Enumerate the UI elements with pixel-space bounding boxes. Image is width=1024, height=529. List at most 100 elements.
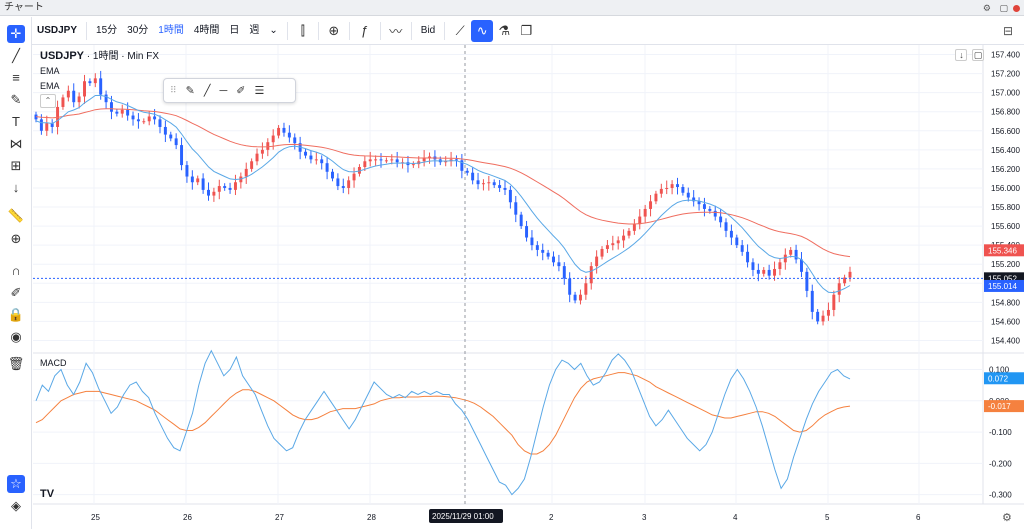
candle-body [605,245,609,249]
function-icon[interactable]: ƒ [361,23,369,38]
lock-drawing-icon[interactable]: ✐ [10,285,22,300]
indicators-icon[interactable]: 〰 [389,24,403,39]
price-label-badge [984,244,1024,257]
legend-collapse-button[interactable]: ⌃ [40,94,56,108]
window-close-icon[interactable] [1013,5,1020,13]
trash-icon[interactable]: 🗑 [7,356,25,371]
add-indicator-icon[interactable]: ⊕ [328,22,340,38]
brush-icon[interactable]: ✐ [236,85,246,97]
candle-body [255,153,259,162]
candle-body [508,189,512,203]
price-tick-label: 157.000 [991,89,1020,98]
candle-body [93,78,97,84]
candle-body [843,277,847,284]
settings-gear-icon[interactable]: ⚙ [1002,511,1012,524]
pencil-icon[interactable]: ✎ [185,85,195,97]
parallel-lines-icon[interactable]: ≡ [12,70,20,85]
interval-week[interactable]: 週 [249,24,260,36]
list-icon[interactable]: ☰ [254,85,265,97]
candle-body [271,135,275,143]
hline-icon[interactable]: ─ [219,84,228,97]
wave-icon[interactable]: ∿ [471,19,494,42]
candle-body [341,186,345,188]
fullscreen-icon[interactable]: ▢ [972,49,984,61]
drawing-float-toolbar[interactable]: ⠿ ✎ ╱ ─ ✐ ☰ [163,78,296,103]
candle-body [120,109,124,114]
candle-body [514,202,518,215]
interval-dropdown-icon[interactable]: ⌄ [269,24,278,36]
layout-icon[interactable]: ⊟ [1002,24,1014,38]
arrow-down-icon[interactable]: ↓ [12,180,20,195]
window-controls[interactable]: ⚙ ▢ [983,0,1020,16]
candle-body [740,245,744,252]
candle-body [153,116,157,120]
candle-body [643,208,647,217]
candle-body [530,237,534,246]
candle-body [735,237,739,246]
legend-source: Min FX [127,51,160,62]
candle-body [686,192,690,198]
candle-body [756,269,760,274]
window-title: チャート [4,2,44,13]
interval-30m[interactable]: 30分 [127,24,149,36]
window-titlebar: チャート ⚙ ▢ [0,0,1024,16]
candle-body [665,187,669,189]
candle-body [681,187,685,193]
candle-body [724,222,728,231]
interval-1h[interactable]: 1時間 [158,24,184,36]
candle-body [471,172,475,181]
eye-icon[interactable]: ◉ [10,329,22,344]
candle-body [773,268,777,276]
candle-body [260,149,264,154]
lock-icon[interactable]: 🔒 [7,307,25,322]
candle-body [331,171,334,179]
trendline-tool-icon[interactable]: ╱ [12,48,20,63]
candle-body [163,126,167,135]
line-icon[interactable]: ╱ [203,85,211,97]
candle-body [147,116,151,122]
candle-body [66,90,70,98]
candle-body [233,182,237,190]
chart-area[interactable]: 154.400154.600154.800155.000155.200155.4… [33,45,1024,529]
interval-day[interactable]: 日 [229,24,240,36]
star-favorites-icon[interactable]: ☆ [7,475,25,493]
candle-body [217,186,221,192]
measure-tool-icon[interactable]: ⊞ [10,158,22,173]
candle-body [476,180,480,185]
crosshair-tool-icon[interactable]: ✛ [7,25,25,43]
text-tool-icon[interactable]: T [12,114,20,129]
brush-tool-icon[interactable]: ✎ [10,92,22,107]
macd-value-text: -0.017 [988,402,1011,411]
macd-tick-label: -0.200 [989,459,1012,468]
drag-handle-icon[interactable]: ⠿ [170,85,177,95]
candle-body [277,127,281,136]
compare-icon[interactable]: ⟋ [455,22,465,38]
bid-button[interactable]: Bid [420,24,436,36]
zoom-icon[interactable]: ⊕ [10,231,22,246]
candle-body [158,119,162,127]
legend-ema-2[interactable]: EMA [40,81,60,91]
candle-body [126,109,130,116]
symbol-search-button[interactable]: USDJPY [37,24,78,36]
ruler-icon[interactable]: 📏 [7,208,25,223]
copy-icon[interactable]: ❐ [520,22,533,38]
candle-body [180,145,184,166]
pattern-tool-icon[interactable]: ⋈ [9,136,23,151]
layers-icon[interactable]: ◈ [11,498,21,513]
candle-body [622,235,626,241]
chart-legend: USDJPY · 1時間 · Min FX EMA EMA [40,49,159,94]
price-tick-label: 155.600 [991,222,1020,231]
magnet-icon[interactable]: ∩ [11,263,21,278]
scroll-down-icon[interactable]: ↓ [955,49,968,61]
candle-body [61,97,65,107]
interval-4h[interactable]: 4時間 [193,24,220,36]
price-tick-label: 155.800 [991,203,1020,212]
template-icon[interactable]: ⚗ [498,22,511,38]
candle-body [223,186,227,188]
candle-type-icon[interactable]: ⫿ [300,22,305,38]
crosshair-time-badge [429,509,503,523]
crosshair-time-label: 2025/11/29 01:00 [432,512,494,521]
price-tick-label: 156.600 [991,127,1020,136]
interval-15m[interactable]: 15分 [96,24,118,36]
legend-ema-1[interactable]: EMA [40,66,60,76]
